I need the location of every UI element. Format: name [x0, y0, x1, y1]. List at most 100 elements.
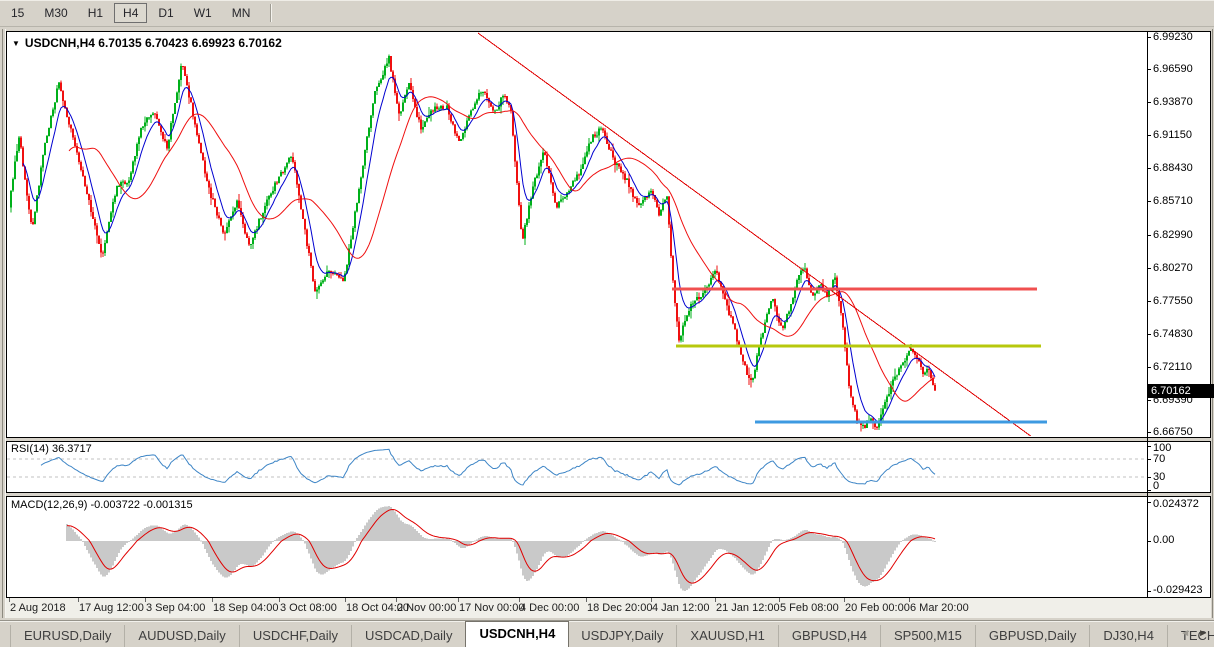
tab-usdcnh-h4[interactable]: USDCNH,H4: [465, 621, 570, 647]
macd-scale-tick: [1147, 591, 1151, 592]
tab-gbpusd-daily[interactable]: GBPUSD,Daily: [976, 625, 1091, 647]
window-right-border: [1212, 29, 1213, 618]
price-axis-tick: [1147, 400, 1151, 401]
window-left-border: [2, 29, 6, 618]
time-axis-label: 18 Sep 04:00: [213, 602, 279, 614]
price-axis-label: 6.74830: [1153, 328, 1193, 340]
price-axis-label: 6.82990: [1153, 229, 1193, 241]
time-axis-label: 21 Jan 12:00: [716, 602, 780, 614]
macd-scale-tick: [1147, 502, 1151, 503]
rsi-scale-label: 100: [1153, 442, 1172, 454]
time-axis-tick: [78, 598, 79, 602]
price-axis-tick: [1147, 201, 1151, 202]
rsi-indicator-panel[interactable]: [6, 441, 1211, 493]
macd-scale-label: 0.00: [1153, 534, 1175, 546]
tab-usdjpy-daily[interactable]: USDJPY,Daily: [568, 625, 678, 647]
tab-usdcad-daily[interactable]: USDCAD,Daily: [352, 625, 467, 647]
time-axis-label: 17 Nov 00:00: [459, 602, 525, 614]
price-axis-label: 6.93870: [1153, 96, 1193, 108]
time-axis-label: 3 Oct 08:00: [280, 602, 337, 614]
price-axis-tick: [1147, 334, 1151, 335]
time-axis-label: 18 Dec 20:00: [587, 602, 653, 614]
time-axis-tick: [396, 598, 397, 602]
price-axis-label: 6.85710: [1153, 195, 1193, 207]
timeframe-button-m30[interactable]: M30: [44, 6, 68, 20]
timeframe-button-w1[interactable]: W1: [193, 6, 212, 20]
time-axis-tick: [212, 598, 213, 602]
macd-scale-label: 0.024372: [1153, 498, 1199, 510]
tab-scroll-right-icon[interactable]: ►: [1198, 628, 1208, 639]
tab-xauusd-h1[interactable]: XAUUSD,H1: [677, 625, 779, 647]
tab-sp500-m15[interactable]: SP500,M15: [881, 625, 976, 647]
time-axis-tick: [586, 598, 587, 602]
time-axis-tick: [145, 598, 146, 602]
rsi-scale-label: 0: [1153, 480, 1160, 492]
rsi-scale-label: 70: [1153, 453, 1166, 465]
price-axis-label: 6.66750: [1153, 426, 1193, 438]
chart-tab-bar: EURUSD,Daily AUDUSD,Daily USDCHF,Daily USDC…: [0, 620, 1214, 647]
price-axis-separator: [1147, 31, 1148, 598]
timeframe-button-h1[interactable]: H1: [87, 6, 104, 20]
time-axis-tick: [345, 598, 346, 602]
tab-audusd-daily[interactable]: AUDUSD,Daily: [125, 625, 240, 647]
price-axis-tick: [1147, 69, 1151, 70]
toolbar-separator: [270, 4, 273, 22]
rsi-scale-tick: [1147, 459, 1151, 460]
price-axis-tick: [1147, 268, 1151, 269]
tab-usdchf-daily[interactable]: USDCHF,Daily: [240, 625, 353, 647]
price-axis-tick: [1147, 301, 1151, 302]
time-axis-label: 17 Aug 12:00: [79, 602, 144, 614]
tab-gbpusd-h4[interactable]: GBPUSD,H4: [779, 625, 881, 647]
time-axis-label: 18 Oct 04:00: [346, 602, 409, 614]
price-axis-tick: [1147, 102, 1151, 103]
time-axis-tick: [715, 598, 716, 602]
rsi-scale-tick: [1147, 477, 1151, 478]
price-axis-tick: [1147, 432, 1151, 433]
time-axis-tick: [779, 598, 780, 602]
tab-scroll-arrows: ◄ ►: [1180, 628, 1208, 639]
time-axis-tick: [651, 598, 652, 602]
time-axis-label: 6 Mar 20:00: [910, 602, 969, 614]
time-axis-label: 2 Nov 00:00: [397, 602, 457, 614]
timeframe-button-d1[interactable]: D1: [158, 6, 174, 20]
chart-dropdown-icon[interactable]: ▼: [12, 39, 20, 48]
time-axis-label: 4 Jan 12:00: [652, 602, 710, 614]
time-axis: 2 Aug 2018 17 Aug 12:00 3 Sep 04:00 18 Sep …: [6, 598, 1211, 618]
price-axis-label: 6.80270: [1153, 262, 1193, 274]
time-axis-label: 5 Feb 08:00: [780, 602, 839, 614]
rsi-scale-tick: [1147, 446, 1151, 447]
chart-title: ▼ USDCNH,H4 6.70135 6.70423 6.69923 6.701…: [12, 36, 282, 50]
time-axis-tick: [9, 598, 10, 602]
price-axis-tick: [1147, 367, 1151, 368]
price-axis-label: 6.91150: [1153, 129, 1192, 141]
price-axis-tick: [1147, 37, 1151, 38]
timeframe-button-h4[interactable]: H4: [114, 3, 148, 23]
price-axis-tick: [1147, 235, 1151, 236]
tab-eurusd-daily[interactable]: EURUSD,Daily: [10, 625, 126, 647]
timeframe-button-mn[interactable]: MN: [231, 6, 251, 20]
macd-label: MACD(12,26,9) -0.003722 -0.001315: [11, 499, 193, 511]
price-axis-label: 6.77550: [1153, 295, 1193, 307]
time-axis-tick: [458, 598, 459, 602]
current-price-badge: 6.70162: [1148, 384, 1214, 398]
rsi-scale-label: 30: [1153, 471, 1166, 483]
time-axis-tick: [279, 598, 280, 602]
time-axis-tick: [909, 598, 910, 602]
rsi-label: RSI(14) 36.3717: [11, 443, 92, 455]
rsi-scale-tick: [1147, 490, 1151, 491]
time-axis-tick: [844, 598, 845, 602]
time-axis-tick: [519, 598, 520, 602]
main-chart-panel[interactable]: [6, 31, 1211, 438]
chart-title-text: USDCNH,H4 6.70135 6.70423 6.69923 6.7016…: [24, 36, 282, 50]
macd-indicator-panel[interactable]: [6, 496, 1211, 598]
tab-dj30-h4[interactable]: DJ30,H4: [1090, 625, 1168, 647]
chart-tabs: EURUSD,Daily AUDUSD,Daily USDCHF,Daily USDC…: [10, 621, 1214, 647]
timeframe-buttons: 15 M30 H1 H4 D1 W1 MN: [2, 3, 281, 23]
time-axis-label: 4 Dec 00:00: [520, 602, 580, 614]
price-axis-label: 6.72110: [1153, 361, 1192, 373]
time-axis-label: 2 Aug 2018: [10, 602, 66, 614]
timeframe-button-15[interactable]: 15: [11, 6, 25, 20]
macd-scale-tick: [1147, 541, 1151, 542]
tab-scroll-left-icon[interactable]: ◄: [1180, 628, 1191, 639]
tab-tech100-h1[interactable]: TECH100,H1: [1168, 625, 1214, 647]
